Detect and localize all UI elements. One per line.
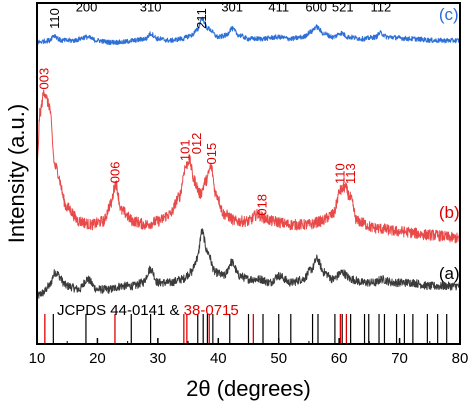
reference-label-red: 38-0715 <box>184 302 239 319</box>
peak-label-red: 110 <box>332 163 347 184</box>
series-tag: (c) <box>439 5 459 24</box>
series-layer <box>36 16 461 299</box>
reference-label: JCPDS 44-0141 & 38-0715 <box>57 302 239 319</box>
series-line-b <box>36 89 461 244</box>
series-labels: (c) (b) (a) <box>439 5 460 283</box>
x-tick-label: 60 <box>331 350 348 367</box>
x-tick-label: 10 <box>29 350 46 367</box>
x-tick-label: 50 <box>270 350 287 367</box>
x-tick-label: 30 <box>150 350 167 367</box>
peak-label-red: 113 <box>343 163 358 184</box>
x-axis: 10 20 30 40 50 60 70 80 <box>29 338 469 367</box>
x-tick-label: 70 <box>391 350 408 367</box>
peak-label-red: 015 <box>204 143 219 165</box>
series-tag: (b) <box>439 203 460 222</box>
reference-label-black: JCPDS 44-0141 & <box>57 302 184 319</box>
peak-label-red: 003 <box>36 68 51 90</box>
y-axis-title: Intensity (a.u.) <box>4 104 29 243</box>
x-tick-label: 80 <box>452 350 469 367</box>
peak-label-red: 006 <box>108 162 123 184</box>
peak-label-black: 211 <box>194 8 209 29</box>
peak-label-black: 110 <box>47 8 62 29</box>
series-line-a <box>36 228 461 299</box>
peak-label-red: 101 <box>178 139 193 161</box>
x-axis-title: 2θ (degrees) <box>186 376 311 401</box>
plot-frame <box>36 2 461 345</box>
peak-label-red: 012 <box>189 133 204 155</box>
series-line-c <box>36 16 461 46</box>
peak-label-red: 018 <box>254 194 269 216</box>
x-tick-label: 20 <box>89 350 106 367</box>
series-tag: (a) <box>439 264 460 283</box>
x-tick-label: 40 <box>210 350 227 367</box>
